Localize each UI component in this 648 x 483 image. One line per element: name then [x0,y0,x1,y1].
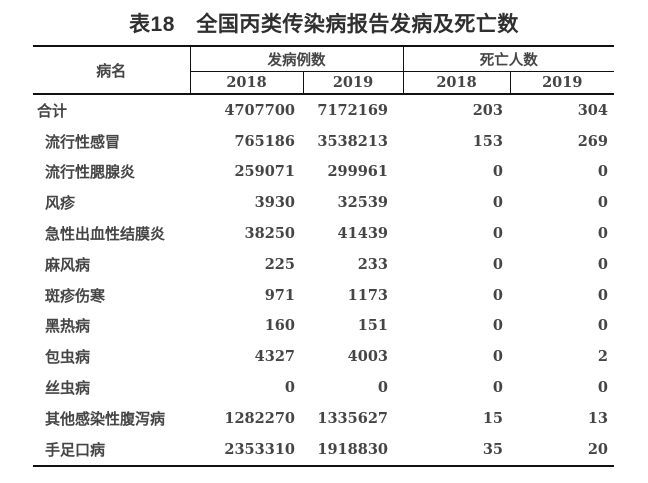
cases-2018-cell: 4707700 [224,101,295,119]
cases-2019-cell: 0 [377,379,388,397]
table-row: 风疹 3930 32539 0 0 [33,187,614,218]
column-group-header-cases: 发病例数 [190,46,404,72]
table-row: 流行性腮腺炎 259071 299961 0 0 [33,157,614,188]
deaths-2018-cell: 0 [492,194,503,212]
cases-2019-cell: 1335627 [317,409,388,427]
cases-2019-cell: 1173 [347,286,388,304]
column-header-cases-2018: 2018 [190,71,304,94]
cases-2019-cell: 151 [357,317,388,335]
cases-2019-cell: 7172169 [317,101,388,119]
deaths-2019-cell: 13 [587,409,608,427]
deaths-2018-cell: 0 [492,255,503,273]
cases-2018-cell: 2353310 [224,440,295,458]
cases-2019-cell: 3538213 [317,132,388,150]
cases-2019-cell: 1918830 [317,440,388,458]
deaths-2018-cell: 153 [472,132,503,150]
table-row: 麻风病 225 233 0 0 [33,249,614,280]
deaths-2018-cell: 15 [482,409,503,427]
disease-name-cell: 其他感染性腹泻病 [45,409,166,428]
statistics-table-container: 病名 发病例数 死亡人数 2018 2019 2018 2019 合计 4707… [33,45,614,467]
deaths-2019-cell: 304 [577,101,608,119]
deaths-2018-cell: 0 [492,225,503,243]
table-row: 其他感染性腹泻病 1282270 1335627 15 13 [33,403,614,434]
disease-name-cell: 急性出血性结膜炎 [45,225,166,244]
column-group-header-deaths: 死亡人数 [403,46,614,72]
cases-2019-cell: 299961 [327,163,388,181]
deaths-2019-cell: 20 [587,440,608,458]
table-row: 急性出血性结膜炎 38250 41439 0 0 [33,218,614,249]
disease-name-cell: 包虫病 [45,348,91,367]
table-row: 合计 4707700 7172169 203 304 [33,94,614,126]
column-header-deaths-2019: 2019 [542,74,583,91]
cases-2019-cell: 233 [357,255,388,273]
cases-2018-cell: 225 [264,255,295,273]
table-row: 黑热病 160 151 0 0 [33,311,614,342]
disease-name-cell: 手足口病 [45,440,106,459]
deaths-2019-cell: 2 [597,348,608,366]
cases-2018-cell: 3930 [254,194,295,212]
table-row: 丝虫病 0 0 0 0 [33,372,614,403]
column-header-deaths-2018: 2018 [403,71,511,94]
disease-name-cell: 流行性感冒 [45,132,121,151]
deaths-2019-cell: 0 [597,286,608,304]
deaths-2018-cell: 0 [492,348,503,366]
deaths-2018-cell: 203 [472,101,503,119]
deaths-2019-cell: 0 [597,255,608,273]
disease-name-cell: 风疹 [45,194,76,213]
deaths-2019-cell: 0 [597,194,608,212]
column-header-disease-name: 病名 [33,46,191,94]
table-header: 病名 发病例数 死亡人数 2018 2019 2018 2019 [33,46,614,94]
table-body: 合计 4707700 7172169 203 304 流行性感冒 765186 … [33,94,614,466]
statistics-table: 病名 发病例数 死亡人数 2018 2019 2018 2019 合计 4707… [33,45,614,467]
deaths-2019-cell: 0 [597,379,608,397]
cases-2018-cell: 160 [264,317,295,335]
disease-name-cell: 黑热病 [45,317,91,336]
cases-2019-cell: 41439 [337,225,388,243]
deaths-2019-cell: 0 [597,317,608,335]
cases-2018-cell: 4327 [254,348,295,366]
deaths-2018-cell: 35 [482,440,503,458]
table-row: 包虫病 4327 4003 0 2 [33,341,614,372]
deaths-2019-cell: 269 [577,132,608,150]
disease-name-cell: 麻风病 [45,255,91,274]
cases-2018-cell: 765186 [234,132,295,150]
deaths-2019-cell: 0 [597,163,608,181]
cases-2018-cell: 1282270 [224,409,295,427]
cases-2018-cell: 38250 [244,225,295,243]
cases-2019-cell: 32539 [337,194,388,212]
disease-name-cell: 流行性腮腺炎 [45,163,136,182]
cases-2018-cell: 259071 [234,163,295,181]
disease-name-cell: 丝虫病 [45,379,91,398]
table-row: 流行性感冒 765186 3538213 153 269 [33,126,614,157]
deaths-2018-cell: 0 [492,163,503,181]
cases-2019-cell: 4003 [347,348,388,366]
disease-name-cell: 合计 [37,101,68,120]
deaths-2018-cell: 0 [492,317,503,335]
table-row: 手足口病 2353310 1918830 35 20 [33,434,614,466]
column-header-cases-2019: 2019 [303,71,404,94]
deaths-2018-cell: 0 [492,286,503,304]
page-title: 表18 全国丙类传染病报告发病及死亡数 [129,13,519,36]
cases-2018-cell: 0 [284,379,295,397]
cases-2018-cell: 971 [264,286,295,304]
disease-name-cell: 斑疹伤寒 [45,286,106,305]
table-row: 斑疹伤寒 971 1173 0 0 [33,280,614,311]
deaths-2019-cell: 0 [597,225,608,243]
deaths-2018-cell: 0 [492,379,503,397]
